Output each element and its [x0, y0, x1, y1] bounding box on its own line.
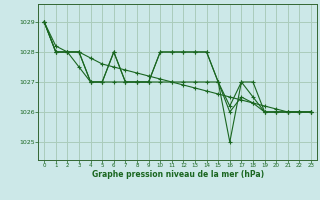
X-axis label: Graphe pression niveau de la mer (hPa): Graphe pression niveau de la mer (hPa) — [92, 170, 264, 179]
